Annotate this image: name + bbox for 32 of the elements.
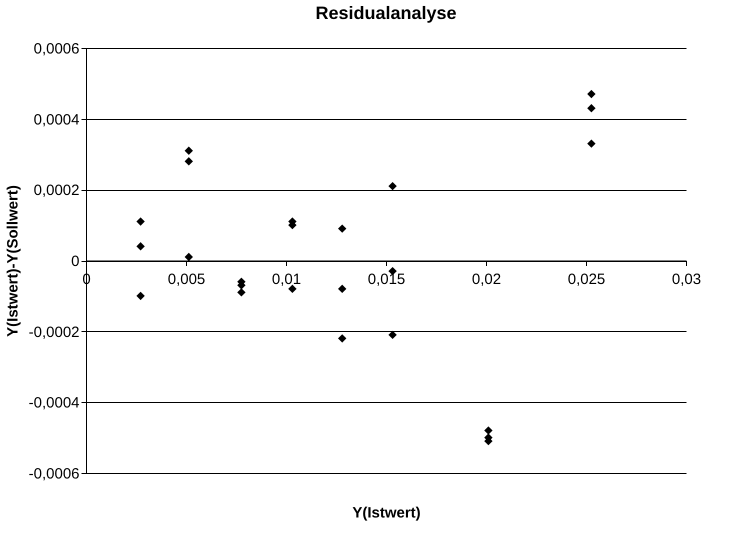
x-tick-label: 0,02	[472, 271, 502, 288]
point	[136, 292, 145, 300]
point	[184, 157, 193, 166]
point	[237, 288, 246, 297]
y-tick-label: 0,0004	[34, 111, 80, 128]
x-tick-label: 0,005	[168, 271, 206, 288]
point	[484, 426, 493, 435]
x-tick-label: 0,01	[272, 271, 302, 288]
x-axis-title: Y(Istwert)	[352, 504, 421, 522]
y-tick-label: 0,0002	[34, 182, 80, 200]
point	[587, 90, 596, 98]
point	[136, 217, 145, 226]
y-tick-label: 0	[71, 253, 80, 270]
point	[338, 224, 346, 233]
point	[587, 139, 596, 148]
y-tick-label: 0,0006	[34, 40, 80, 58]
y-tick-label: -0,0004	[28, 394, 80, 412]
point	[587, 104, 596, 112]
point	[388, 330, 397, 340]
point	[184, 146, 193, 155]
chart-title: Residualanalyse	[315, 3, 457, 23]
y-axis-title: Y(Istwert)-Y(Sollwert)	[4, 185, 22, 337]
point	[388, 182, 397, 190]
point	[338, 284, 346, 294]
y-tick-label: -0,0006	[28, 466, 80, 482]
point	[184, 252, 193, 262]
point	[338, 334, 346, 343]
point	[136, 242, 145, 251]
x-tick-label: 0,025	[568, 271, 606, 288]
x-tick-label: 0,015	[368, 271, 406, 288]
y-tick-label: -0,0002	[28, 324, 80, 341]
x-tick-label: 0,03	[672, 271, 702, 288]
